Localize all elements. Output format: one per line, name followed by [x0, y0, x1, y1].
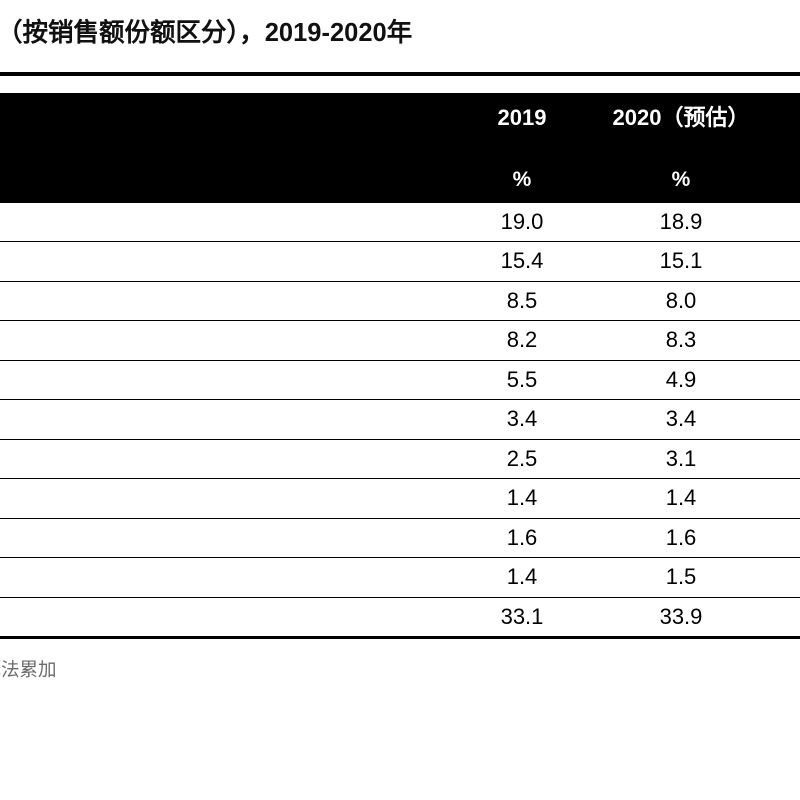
- table-row: 业集团 1.6 1.6: [0, 517, 800, 559]
- table-header: 2019 % 2020（预估） % 变化 %: [0, 92, 800, 202]
- cell-change: [760, 557, 800, 598]
- column-header-change-label: 变化: [770, 105, 800, 132]
- cell-2019: 3.4: [442, 399, 602, 440]
- cell-company: 点城食品有限公司: [0, 438, 442, 480]
- cell-company: 限公司: [0, 478, 442, 519]
- footnotes: 到一个小数点，数值变化可能无法累加 息/英敏特: [0, 639, 800, 722]
- cell-2020: 4.9: [602, 359, 760, 401]
- cell-2019: 5.5: [442, 359, 602, 401]
- table-row: 业集团股份有限公司 19.0 18.9: [0, 200, 800, 243]
- cell-2020: 8.0: [602, 280, 760, 322]
- column-header-2020-label: 2020（预估）: [612, 104, 750, 130]
- cell-company: 集团: [0, 241, 442, 282]
- table-row: 食品股份有限公司 5.5 4.9: [0, 359, 800, 401]
- column-header-2020-unit: %: [671, 167, 691, 191]
- cell-change: [760, 200, 800, 243]
- cell-2020: 15.1: [602, 241, 760, 282]
- table-body: 业集团股份有限公司 19.0 18.9 集团 15.4 15.1 业有限公司 8…: [0, 200, 800, 640]
- cell-2020: 8.3: [602, 320, 760, 361]
- cell-2020: 3.1: [602, 438, 760, 480]
- table-row: 业有限公司 8.5 8.0: [0, 280, 800, 322]
- cell-change: [760, 280, 800, 322]
- cell-change: [760, 596, 800, 640]
- cell-2019: 1.6: [442, 517, 602, 559]
- cell-company: [0, 596, 442, 640]
- cell-2020: 33.9: [602, 596, 760, 640]
- cell-2019: 33.1: [442, 596, 602, 640]
- table-row: 8.2 8.3: [0, 320, 800, 361]
- cell-company: 业集团: [0, 517, 442, 559]
- cell-2019: 19.0: [442, 200, 602, 243]
- cell-2019: 1.4: [442, 557, 602, 598]
- cell-2020: 1.4: [602, 478, 760, 519]
- cell-company: 业有限公司: [0, 280, 442, 322]
- column-header-2019-label: 2019: [497, 104, 547, 130]
- cell-change: [760, 320, 800, 361]
- cell-change: [760, 359, 800, 401]
- cell-company: [0, 320, 442, 361]
- cell-company: 食品股份有限公司: [0, 359, 442, 401]
- table-top-rule: [0, 71, 800, 76]
- table-row: 饮有限公司 3.4 3.4: [0, 399, 800, 440]
- column-header-2020: 2020（预估） %: [602, 92, 760, 202]
- cell-company: 业集团股份有限公司: [0, 200, 442, 243]
- cell-change: [760, 478, 800, 519]
- column-header-change: 变化 %: [760, 92, 800, 202]
- page-root: 淇淋市场中的领先企业（按销售额份额区分），2019-2020年 2019: [0, 0, 800, 722]
- cell-2019: 15.4: [442, 241, 602, 282]
- cell-change: [760, 241, 800, 282]
- cell-2020: 18.9: [602, 200, 760, 243]
- cell-2020: 3.4: [602, 399, 760, 440]
- table-row: 集团 15.4 15.1: [0, 241, 800, 282]
- cell-change: [760, 399, 800, 440]
- cell-change: [760, 438, 800, 480]
- cell-2019: 1.4: [442, 478, 602, 519]
- table-row: 点城食品有限公司 2.5 3.1: [0, 438, 800, 480]
- page-title: 淇淋市场中的领先企业（按销售额份额区分），2019-2020年: [0, 19, 413, 47]
- column-header-2019-unit: %: [512, 167, 532, 191]
- cell-2019: 2.5: [442, 438, 602, 480]
- cell-2020: 1.5: [602, 557, 760, 598]
- cell-2020: 1.6: [602, 517, 760, 559]
- title-block: 淇淋市场中的领先企业（按销售额份额区分），2019-2020年: [0, 0, 800, 72]
- cell-change: [760, 517, 800, 559]
- market-share-table: 2019 % 2020（预估） % 变化 %: [0, 92, 800, 640]
- table-header-row: 2019 % 2020（预估） % 变化 %: [0, 92, 800, 202]
- table-row: 限公司 1.4 1.4: [0, 478, 800, 519]
- cell-2019: 8.5: [442, 280, 602, 322]
- footnote-rounding: 到一个小数点，数值变化可能无法累加: [0, 659, 57, 681]
- cell-company: 份有限公司: [0, 557, 442, 598]
- column-header-change-unit: %: [770, 168, 800, 191]
- table-row-total: 33.1 33.9: [0, 596, 800, 640]
- footnote-source: 息/英敏特: [0, 688, 800, 723]
- table-row: 份有限公司 1.4 1.5: [0, 557, 800, 598]
- column-header-company: [0, 92, 442, 202]
- cell-2019: 8.2: [442, 320, 602, 361]
- column-header-2019: 2019 %: [442, 92, 602, 202]
- cell-company: 饮有限公司: [0, 399, 442, 440]
